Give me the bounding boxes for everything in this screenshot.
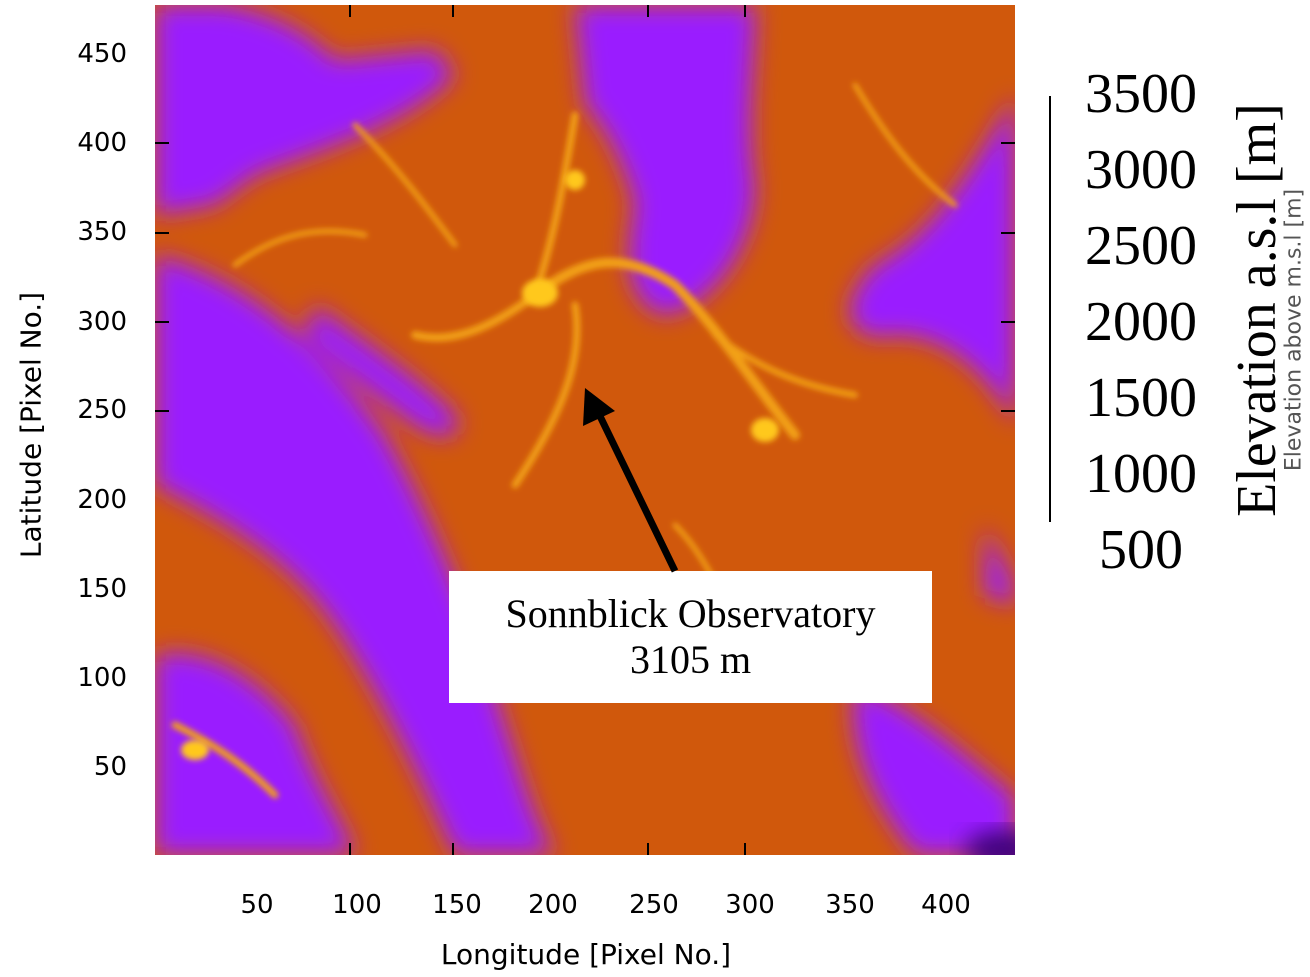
y-tick-label: 150 (77, 574, 127, 604)
y-tick-label: 100 (77, 663, 127, 693)
valley-east (850, 95, 1015, 425)
colorbar-line (1049, 96, 1051, 522)
colorbar-label: 2000 (1085, 291, 1197, 353)
annotation-box: Sonnblick Observatory 3105 m (449, 571, 932, 703)
y-tick-label: 200 (77, 485, 127, 515)
y-tick-label: 400 (77, 128, 127, 158)
valley-upper-left (155, 5, 455, 215)
x-tick-label: 200 (528, 890, 578, 920)
colorbar-label: 2500 (1085, 215, 1197, 277)
x-axis-title: Longitude [Pixel No.] (440, 938, 732, 971)
colorbar-title-ghost: Elevation above m.s.l [m] (1281, 188, 1307, 472)
y-tick-label: 450 (77, 39, 127, 69)
colorbar-label: 500 (1099, 519, 1183, 581)
elevation-map (155, 5, 1015, 855)
colorbar-title: Elevation a.s.l [m] (1226, 103, 1288, 517)
terrain-layer (155, 5, 1015, 855)
x-tick-label: 400 (921, 890, 971, 920)
colorbar-label: 3500 (1085, 63, 1197, 125)
y-tick-label: 250 (77, 395, 127, 425)
peak-sonnblick (522, 279, 558, 307)
valley-north (575, 5, 755, 315)
y-tick-label: 50 (93, 752, 127, 782)
x-tick-label: 350 (825, 890, 875, 920)
y-tick-label: 350 (77, 217, 127, 247)
x-tick-label: 250 (629, 890, 679, 920)
valley-southeast (853, 685, 1015, 855)
y-tick-label: 300 (77, 307, 127, 337)
x-tick-label: 100 (332, 890, 382, 920)
colorbar-label: 1000 (1085, 443, 1197, 505)
colorbar-label: 3000 (1085, 139, 1197, 201)
colorbar-label: 1500 (1085, 367, 1197, 429)
x-tick-label: 150 (432, 890, 482, 920)
x-tick-label: 300 (725, 890, 775, 920)
y-axis-title: Latitude [Pixel No.] (14, 291, 48, 559)
annotation-station-name: Sonnblick Observatory (505, 591, 876, 636)
annotation-elevation: 3105 m (629, 637, 752, 682)
x-tick-label: 50 (240, 890, 274, 920)
